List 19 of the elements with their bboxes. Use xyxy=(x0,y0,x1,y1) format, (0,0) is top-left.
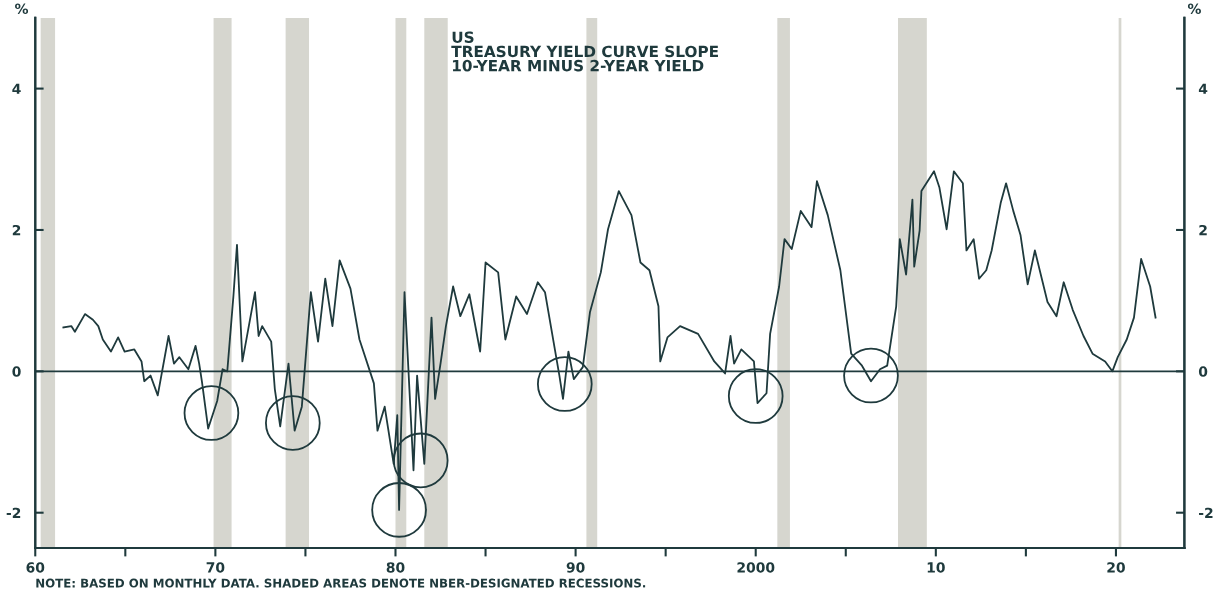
x-tick-label: 80 xyxy=(386,562,405,573)
y2-tick-label: 4 xyxy=(1198,83,1208,94)
y-tick-label: 2 xyxy=(12,224,21,236)
y2-tick-label: 0 xyxy=(1198,366,1208,377)
x-tick-label: 70 xyxy=(206,562,225,573)
x-tick-label: 20 xyxy=(1107,562,1125,573)
x-tick-label: 10 xyxy=(927,562,945,573)
y2-tick-label: 2 xyxy=(1199,224,1207,236)
x-tick-label: 2000 xyxy=(737,562,775,573)
y-axis-title: % xyxy=(15,3,29,15)
x-tick-label: 90 xyxy=(566,562,585,573)
text: US TREASURY YIELD CURVE SLOPE 10-YEAR MINUS 2-YEAR YIELD xyxy=(451,31,718,72)
x-tick-label: 60 xyxy=(26,562,45,573)
text: NOTE: BASED ON MONTHLY DATA. SHADED AREAS DENOTE NBER-DESIGNATED RECESSIONS. xyxy=(36,578,646,588)
y2-axis-title: % xyxy=(1187,3,1201,15)
y-tick-label: -2 xyxy=(6,507,21,518)
y-tick-label: 4 xyxy=(12,83,21,94)
y-tick-label: 0 xyxy=(12,366,21,377)
y2-tick-label: -2 xyxy=(1199,507,1213,518)
